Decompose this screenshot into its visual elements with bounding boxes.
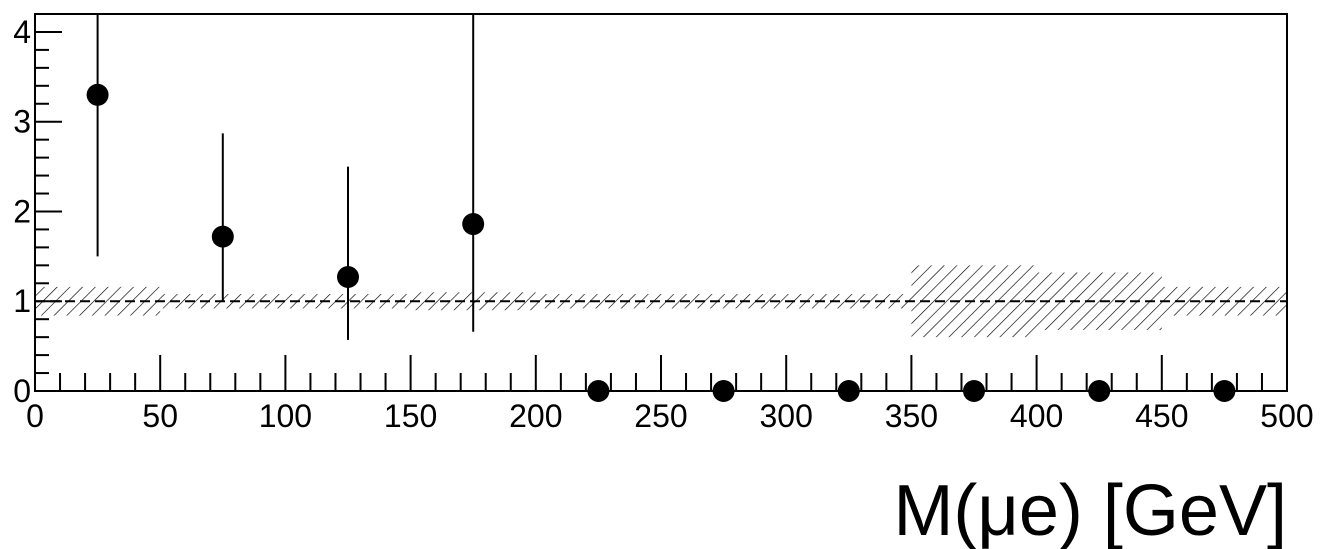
data-point <box>211 225 234 248</box>
x-tick-label: 450 <box>1135 398 1188 434</box>
data-points <box>86 14 1236 402</box>
x-tick-label: 400 <box>1010 398 1063 434</box>
y-tick-label: 2 <box>13 193 31 229</box>
data-point <box>462 213 485 236</box>
data-point <box>86 83 109 106</box>
x-axis-label: M(μe) [GeV] <box>893 471 1287 549</box>
x-tick-label: 150 <box>384 398 437 434</box>
data-point <box>337 266 359 289</box>
x-tick-label: 300 <box>760 398 813 434</box>
y-tick-label: 4 <box>13 14 31 50</box>
y-axis-ticks: 0 1 2 3 4 <box>13 13 62 409</box>
x-tick-label: 250 <box>634 398 687 434</box>
x-axis-ticks: 0 50 100 150 200 250 300 350 400 450 500 <box>26 355 1314 434</box>
x-tick-label: 50 <box>142 398 178 434</box>
y-tick-label: 0 <box>13 373 31 409</box>
x-tick-label: 500 <box>1260 398 1313 434</box>
x-tick-label: 0 <box>26 398 44 434</box>
x-tick-label: 200 <box>509 398 562 434</box>
y-tick-label: 3 <box>13 104 31 140</box>
band-segment <box>661 294 787 309</box>
x-tick-label: 350 <box>885 398 938 434</box>
x-tick-label: 100 <box>259 398 312 434</box>
y-tick-label: 1 <box>13 283 31 319</box>
